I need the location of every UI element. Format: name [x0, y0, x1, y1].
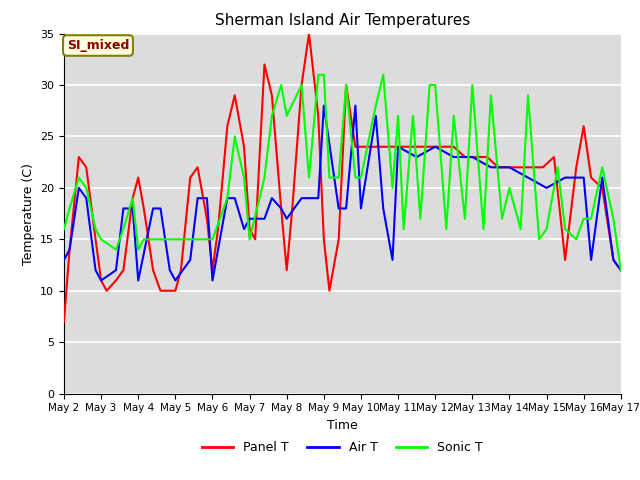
Air T	[357, 205, 365, 211]
Sonic T	[298, 82, 305, 88]
Panel T	[305, 31, 313, 36]
Air T	[92, 267, 99, 273]
Line: Panel T: Panel T	[64, 34, 621, 322]
Air T	[97, 277, 105, 283]
Panel T	[260, 61, 268, 67]
Panel T	[617, 267, 625, 273]
Line: Sonic T: Sonic T	[64, 75, 621, 270]
Text: SI_mixed: SI_mixed	[67, 39, 129, 52]
Air T	[320, 103, 328, 108]
Air T	[314, 195, 322, 201]
Panel T	[580, 123, 588, 129]
Sonic T	[598, 165, 606, 170]
X-axis label: Time: Time	[327, 419, 358, 432]
Air T	[60, 257, 68, 263]
Sonic T	[60, 226, 68, 232]
Title: Sherman Island Air Temperatures: Sherman Island Air Temperatures	[215, 13, 470, 28]
Panel T	[134, 175, 142, 180]
Air T	[380, 205, 387, 211]
Air T	[617, 267, 625, 273]
Sonic T	[223, 195, 231, 201]
Sonic T	[314, 72, 322, 78]
Air T	[283, 216, 291, 222]
Sonic T	[351, 175, 359, 180]
Sonic T	[186, 237, 194, 242]
Panel T	[283, 267, 291, 273]
Line: Air T: Air T	[64, 106, 621, 280]
Sonic T	[543, 226, 550, 232]
Y-axis label: Temperature (C): Temperature (C)	[22, 163, 35, 264]
Sonic T	[617, 267, 625, 273]
Panel T	[60, 319, 68, 324]
Panel T	[461, 154, 468, 160]
Panel T	[120, 267, 127, 273]
Air T	[231, 195, 239, 201]
Legend: Panel T, Air T, Sonic T: Panel T, Air T, Sonic T	[196, 436, 488, 459]
